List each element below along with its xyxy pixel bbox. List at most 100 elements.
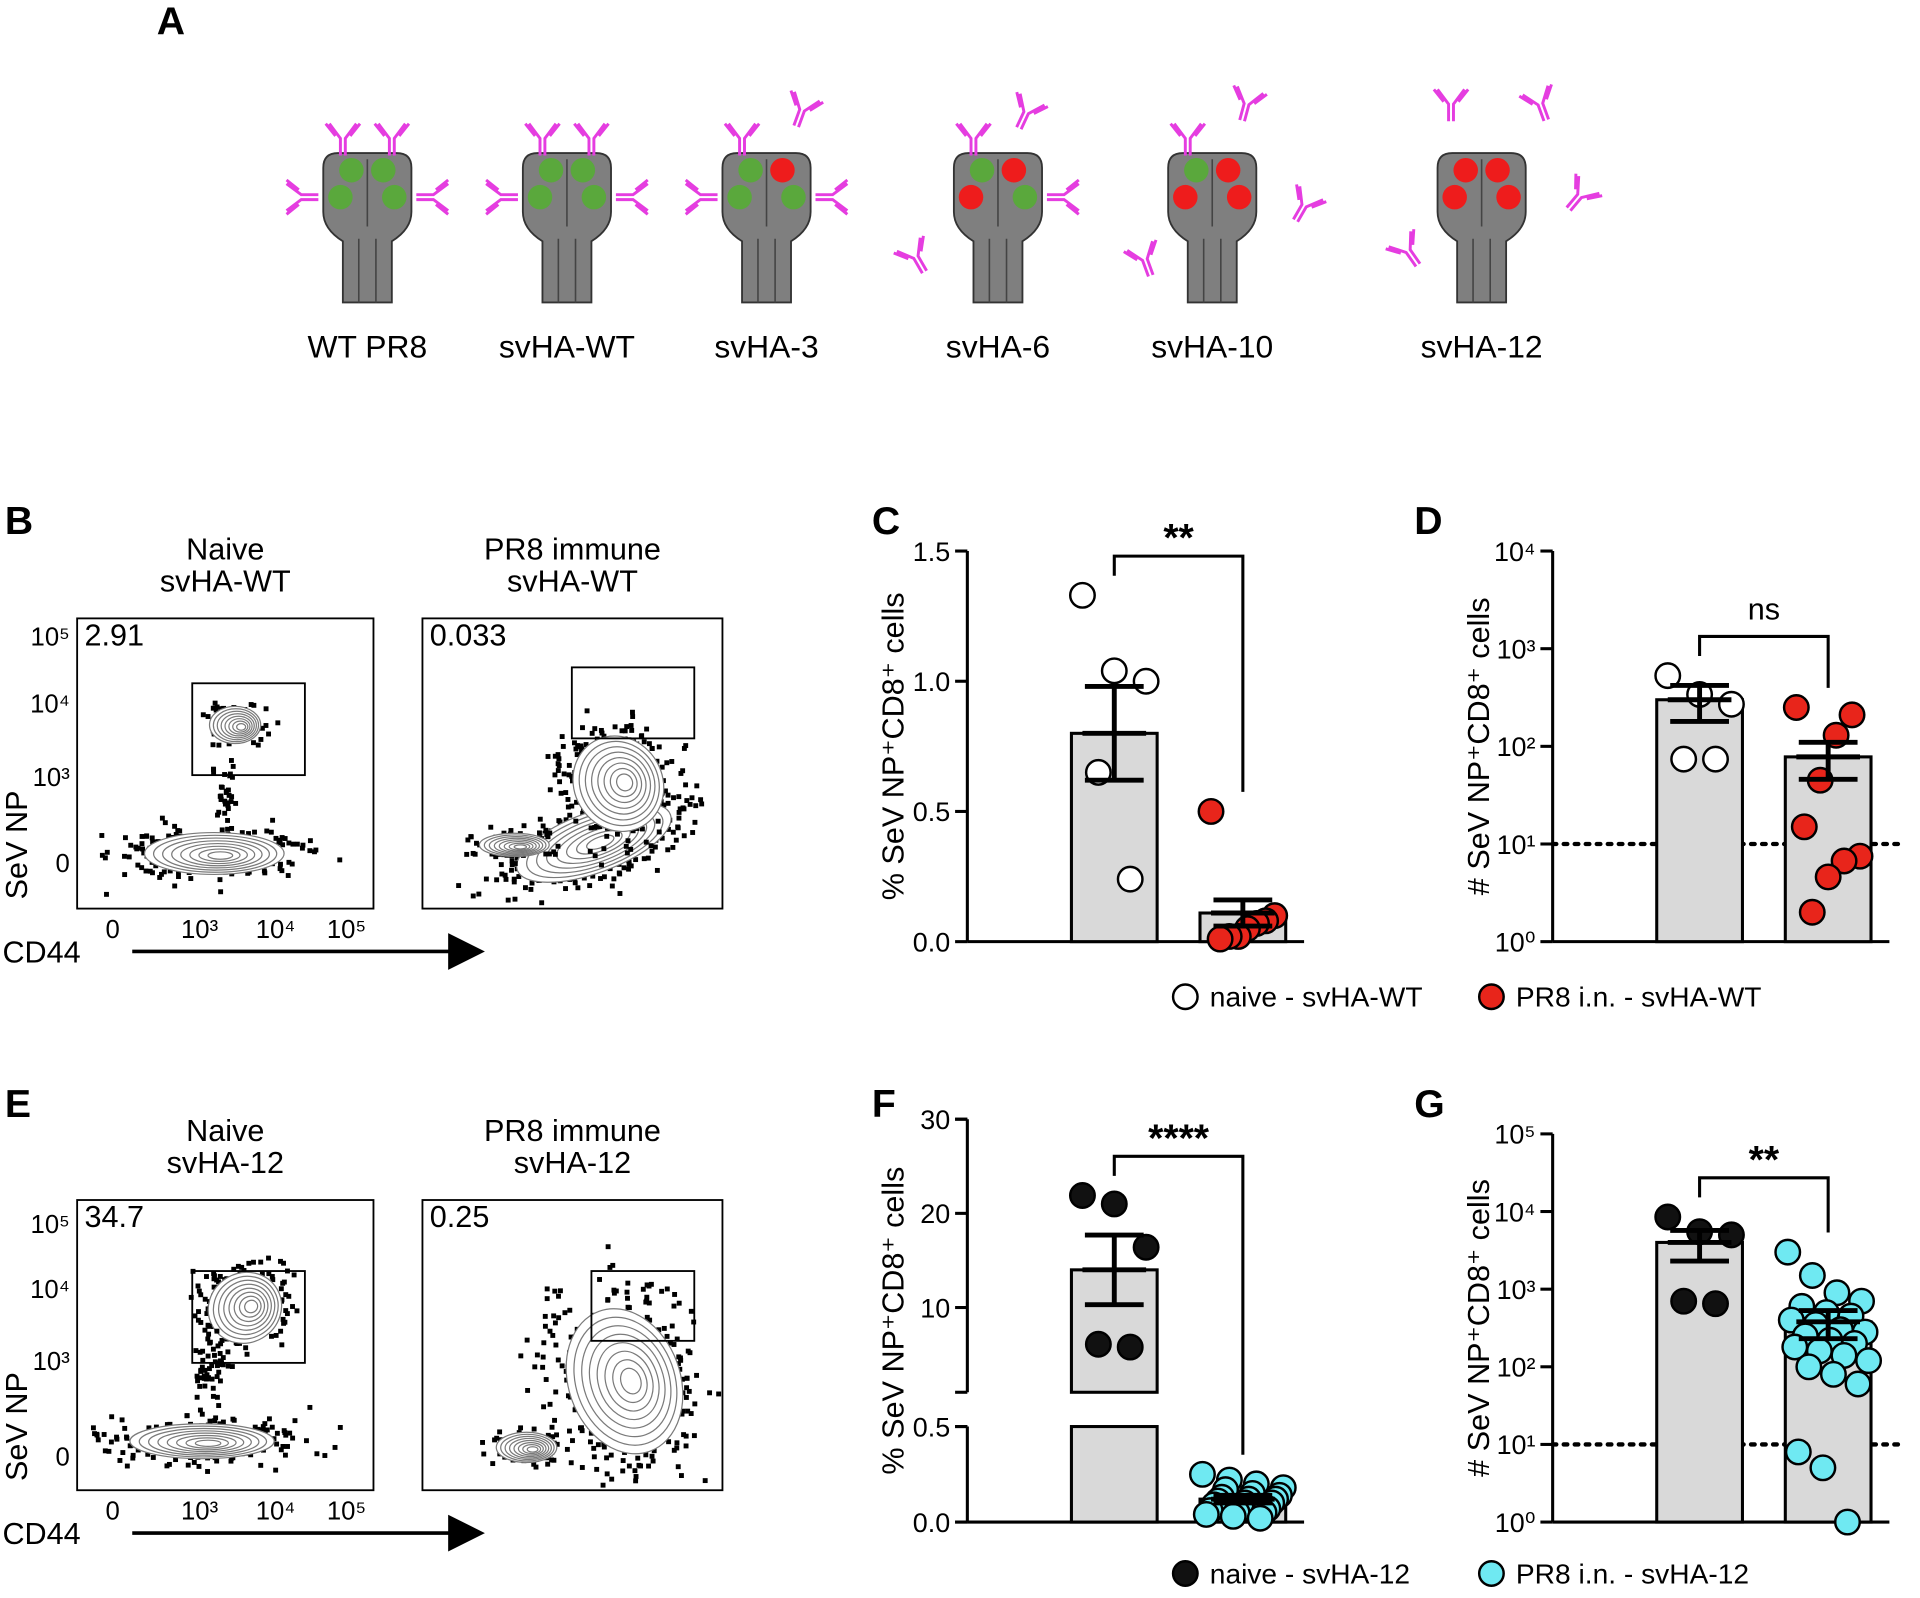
- event-dot: [159, 871, 164, 877]
- event-dot: [656, 744, 662, 750]
- antibody-shape: [893, 235, 928, 274]
- event-dot: [681, 806, 687, 812]
- data-point: [1132, 667, 1160, 695]
- event-dot: [659, 1288, 665, 1294]
- event-dot: [644, 726, 650, 732]
- epitope: [1173, 184, 1198, 210]
- event-dot: [196, 1288, 202, 1294]
- data-point: [1702, 745, 1729, 773]
- event-dot: [518, 1353, 524, 1359]
- epitope: [538, 157, 564, 183]
- data-point: [1100, 657, 1128, 685]
- event-dot: [235, 1263, 241, 1269]
- event-dot: [552, 1417, 557, 1423]
- event-dot: [222, 801, 228, 807]
- event-dot: [683, 782, 689, 788]
- event-dot: [645, 855, 651, 861]
- event-dot: [685, 1408, 691, 1414]
- event-dot: [545, 1461, 551, 1467]
- event-dot: [289, 861, 295, 867]
- data-point: [1855, 1347, 1883, 1375]
- event-dot: [620, 1468, 626, 1474]
- event-dot: [474, 840, 479, 846]
- event-dot: [198, 1367, 204, 1373]
- contour: [162, 837, 270, 871]
- event-dot: [572, 1407, 578, 1413]
- event-dot: [220, 1362, 226, 1368]
- data-point: [1834, 1508, 1861, 1536]
- event-dot: [622, 728, 628, 734]
- event-dot: [649, 746, 655, 751]
- legend-marker: [1171, 983, 1199, 1011]
- event-dot: [609, 1476, 615, 1482]
- event-dot: [678, 1357, 684, 1363]
- legend-label: PR8 i.n. - svHA-12: [1516, 1558, 1749, 1589]
- data-point: [1654, 1203, 1682, 1231]
- antibody: [955, 122, 992, 156]
- event-dot: [677, 806, 683, 812]
- event-dot: [488, 824, 494, 830]
- event-dot: [173, 1457, 179, 1463]
- event-dot: [167, 868, 173, 874]
- event-dot: [604, 1471, 610, 1477]
- event-dot: [625, 1304, 631, 1310]
- event-dot: [597, 1277, 602, 1282]
- contour: [495, 1431, 558, 1464]
- event-dot: [248, 702, 254, 707]
- event-dot: [591, 1454, 597, 1460]
- data-point: [1206, 925, 1234, 953]
- x-tick-label: 0: [106, 1498, 120, 1526]
- event-dot: [456, 883, 462, 889]
- event-dot: [141, 850, 147, 856]
- event-dot: [206, 1331, 212, 1337]
- event-dot: [172, 883, 178, 889]
- event-dot: [617, 891, 623, 896]
- event-dot: [229, 1455, 235, 1461]
- error-bar: [1082, 684, 1147, 783]
- event-dot: [214, 1277, 220, 1283]
- y-tick-label: 10³: [1497, 634, 1536, 664]
- panel-label: F: [872, 1083, 896, 1126]
- event-dot: [122, 853, 127, 859]
- event-dot: [258, 737, 264, 742]
- event-dot: [270, 817, 276, 823]
- plot-frame: [76, 617, 375, 910]
- event-dot: [512, 896, 518, 902]
- event-dot: [556, 756, 562, 762]
- event-dot: [572, 880, 578, 886]
- event-dot: [592, 726, 598, 732]
- contour: [207, 1271, 283, 1344]
- event-dot: [239, 830, 245, 836]
- epitope: [727, 184, 752, 210]
- event-dot: [599, 862, 604, 868]
- event-dot: [537, 830, 542, 836]
- event-dot: [258, 1462, 264, 1468]
- event-dot: [601, 874, 607, 880]
- event-dot: [285, 1444, 290, 1449]
- event-dot: [638, 1463, 644, 1469]
- contour: [198, 848, 241, 862]
- event-dot: [633, 857, 639, 863]
- epitope: [328, 184, 353, 210]
- event-dot: [211, 1284, 217, 1290]
- event-dot: [665, 792, 671, 798]
- event-dot: [246, 1260, 252, 1266]
- event-dot: [610, 1262, 616, 1268]
- error-bar: [1667, 683, 1732, 724]
- event-dot: [684, 1385, 690, 1391]
- event-dot: [528, 886, 534, 892]
- data-point: [1798, 898, 1826, 926]
- event-dot: [286, 859, 292, 865]
- event-dot: [533, 1464, 539, 1470]
- plot-title: svHA-WT: [507, 564, 638, 598]
- contour: [609, 767, 638, 798]
- antibody: [485, 178, 518, 216]
- event-dot: [549, 1457, 555, 1463]
- x-axis-label: CD44: [2, 1517, 80, 1551]
- event-dot: [540, 1354, 546, 1360]
- event-dot: [699, 801, 705, 807]
- data-point: [1717, 690, 1745, 718]
- event-dot: [290, 1304, 295, 1309]
- event-dot: [231, 1417, 237, 1423]
- event-dot: [252, 829, 257, 835]
